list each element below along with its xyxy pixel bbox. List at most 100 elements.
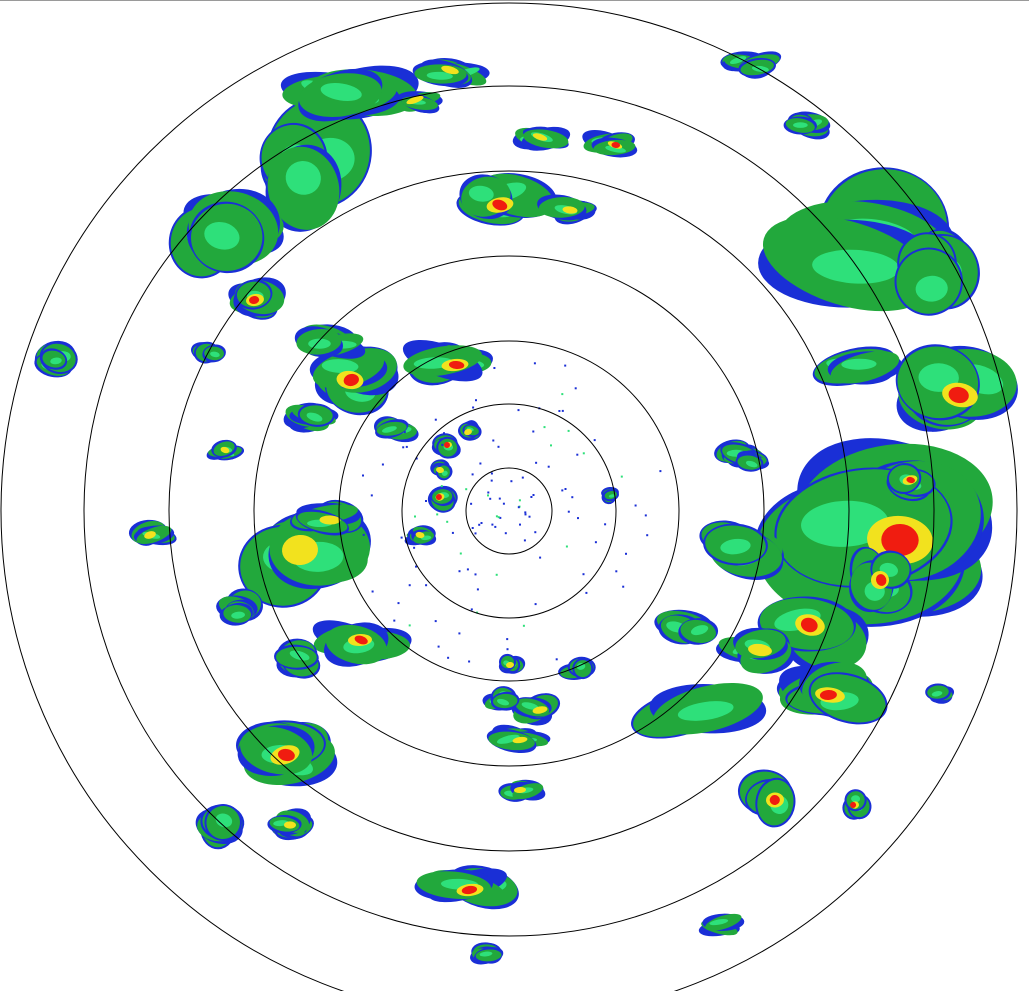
clutter-dot [413, 546, 416, 549]
clutter-dot [458, 570, 461, 573]
clutter-dot [402, 446, 405, 449]
echo-heavy [532, 133, 548, 141]
echo-intense [448, 360, 465, 370]
clutter-dot [550, 444, 552, 447]
clutter-dot [561, 409, 564, 412]
clutter-dot [604, 523, 607, 526]
echo-light [285, 161, 321, 195]
echo-intense [343, 373, 359, 387]
echo-light [479, 951, 493, 957]
range-ring-3 [338, 340, 680, 682]
echo-light [576, 662, 586, 670]
clutter-dot [443, 432, 445, 435]
clutter-dot [475, 399, 477, 402]
echo-heavy [506, 661, 514, 669]
echo-light [720, 538, 751, 555]
echo-light [441, 470, 448, 476]
clutter-dot [644, 514, 647, 517]
top-border [0, 0, 1029, 1]
echo-heavy [415, 531, 425, 539]
echo-intense [492, 199, 508, 211]
clutter-dot [470, 608, 473, 611]
echo-light [812, 249, 900, 284]
echo-light [289, 650, 310, 661]
clutter-dot [492, 439, 495, 442]
clutter-dot [561, 393, 564, 396]
clutter-dot [517, 506, 520, 509]
echo-intense [249, 295, 260, 305]
echo-heavy [512, 736, 528, 744]
echo-light [801, 500, 889, 547]
clutter-dot [532, 494, 535, 496]
clutter-dot [470, 502, 473, 505]
echo-intense [444, 442, 450, 448]
clutter-dot [434, 620, 437, 623]
clutter-dot [615, 570, 618, 573]
echo-light [608, 494, 615, 498]
echo-intense [611, 141, 621, 149]
echo-light [851, 795, 861, 803]
clutter-dot [491, 523, 494, 526]
clutter-dot [414, 515, 416, 518]
clutter-dot [472, 406, 475, 409]
clutter-dot [539, 556, 542, 559]
echo-light [231, 611, 245, 619]
clutter-dot [371, 590, 374, 593]
clutter-dot [571, 496, 574, 499]
clutter-dot [405, 445, 408, 448]
echo-heavy [406, 95, 424, 105]
clutter-dot [646, 534, 649, 537]
clutter-dot [487, 494, 489, 497]
echo-light [306, 412, 323, 422]
clutter-dot [585, 591, 588, 594]
clutter-dot [622, 585, 625, 588]
echo-heavy [464, 428, 472, 436]
clutter-dot [370, 494, 373, 497]
clutter-dot [625, 552, 627, 555]
clutter-dot [497, 516, 500, 519]
clutter-dot [436, 513, 439, 516]
clutter-dot [474, 532, 477, 535]
clutter-dot [535, 461, 538, 464]
clutter-dot [528, 515, 531, 518]
clutter-dot [425, 500, 427, 502]
clutter-dot [561, 489, 564, 492]
echo-intense [881, 523, 919, 557]
clutter-dot [381, 463, 384, 466]
clutter-dot [495, 515, 498, 518]
clutter-dot [567, 429, 570, 432]
echo-heavy [144, 531, 156, 539]
echo-light [605, 145, 626, 153]
clutter-dot [499, 516, 502, 519]
clutter-dot [459, 552, 462, 555]
echo-intense [461, 885, 478, 895]
clutter-dot [471, 473, 474, 476]
clutter-dot [490, 479, 493, 482]
clutter-dot [521, 476, 524, 479]
clutter-dot [543, 426, 546, 429]
echo-heavy [220, 446, 230, 454]
clutter-dot [564, 488, 567, 490]
echo-heavy [514, 786, 526, 794]
clutter-dot [530, 496, 533, 498]
clutter-dot [524, 513, 527, 516]
echo-light [321, 359, 359, 374]
clutter-dot [468, 660, 471, 663]
clutter-dot [574, 387, 577, 390]
clutter-dot [582, 452, 585, 455]
clutter-dot [447, 656, 450, 659]
clutter-dot [523, 539, 526, 542]
clutter-dot [567, 510, 570, 513]
echo-light [320, 83, 362, 101]
clutter-dot [451, 531, 454, 534]
clutter-dot [415, 457, 418, 460]
echo-light [729, 56, 747, 65]
clutter-dot [434, 418, 437, 421]
echo-heavy [436, 466, 444, 474]
clutter-dot [494, 525, 497, 528]
clutter-dot [506, 648, 509, 651]
clutter-dot [519, 523, 521, 526]
clutter-dot [510, 480, 513, 483]
clutter-dot [594, 541, 597, 544]
